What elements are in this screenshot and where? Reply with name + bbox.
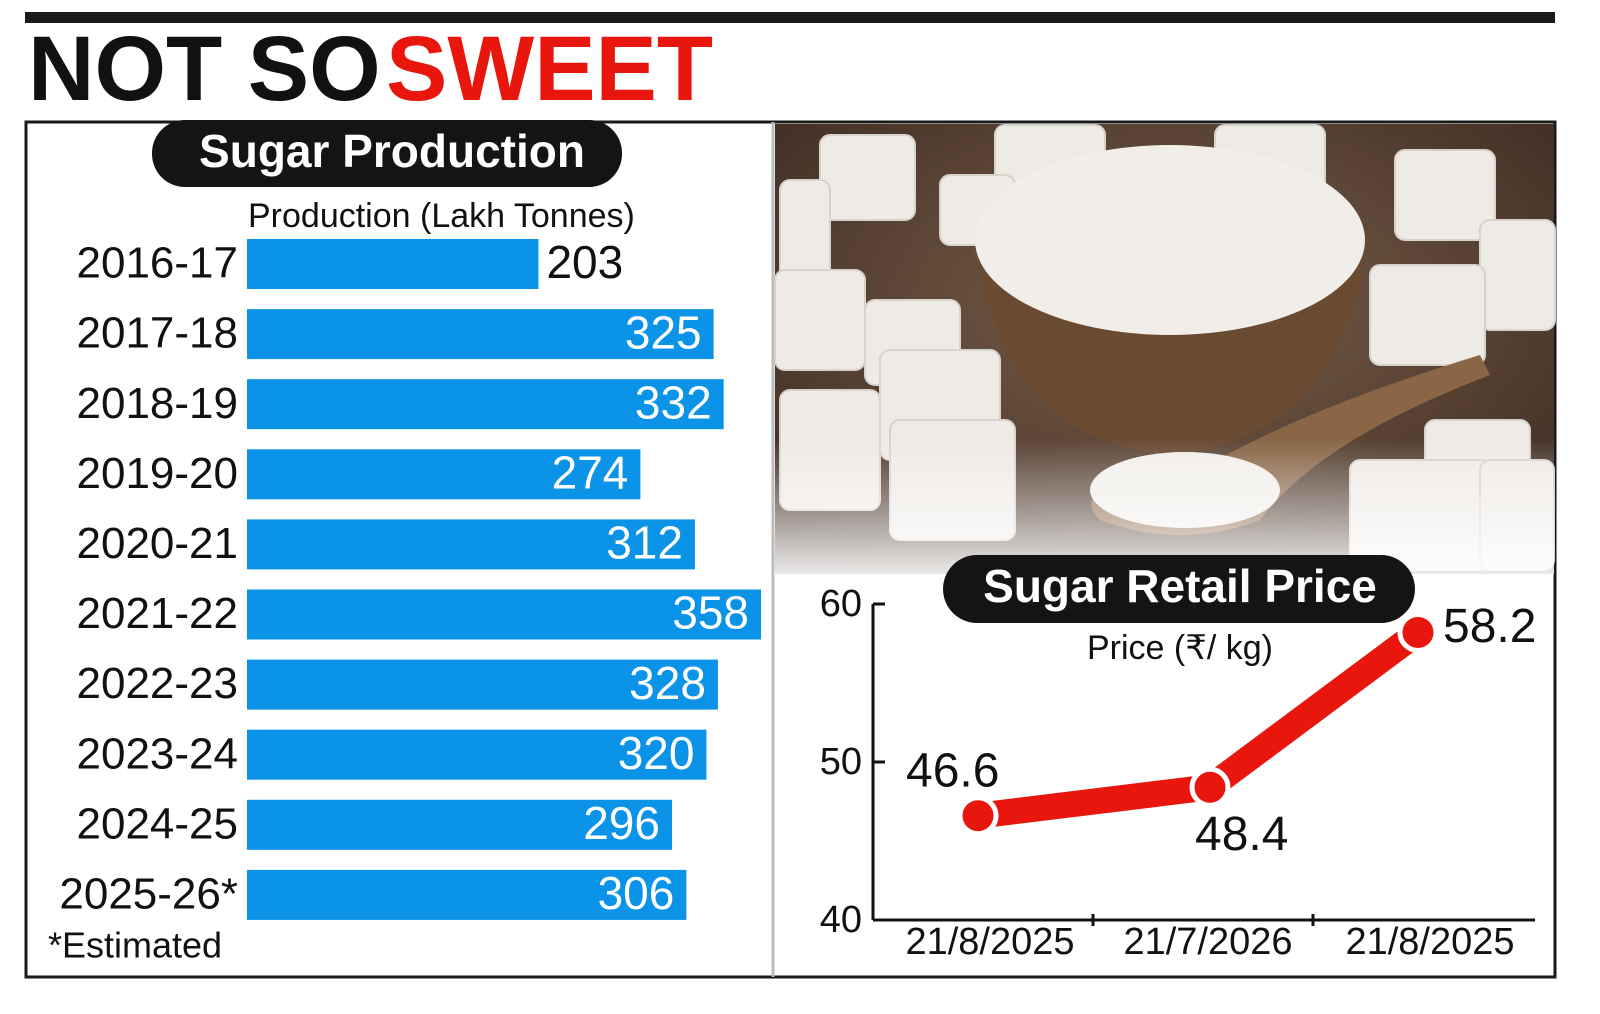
price-point	[957, 795, 999, 837]
bar	[247, 869, 687, 920]
value-label: 328	[629, 657, 706, 709]
category-label: 2023-24	[77, 729, 238, 778]
bar	[247, 589, 761, 640]
line-axis-label: Price (₹/ kg)	[1087, 629, 1273, 667]
category-label: 2024-25	[77, 799, 238, 848]
sugar-photo	[774, 124, 1556, 574]
category-label: 2018-19	[77, 379, 238, 428]
value-label: 320	[618, 727, 695, 779]
category-label: 2022-23	[77, 659, 238, 708]
line-title: Sugar Retail Price	[983, 560, 1377, 612]
y-tick-label: 40	[820, 899, 862, 941]
value-label: 325	[625, 306, 702, 358]
category-label: 2020-21	[77, 519, 238, 568]
bar	[247, 379, 724, 430]
bar	[247, 449, 641, 500]
top-rule	[25, 12, 1555, 23]
headline: NOT SO SWEET	[28, 18, 713, 120]
headline-black: NOT SO	[28, 18, 381, 120]
price-point	[1397, 611, 1439, 653]
bar	[247, 659, 718, 710]
y-tick-label: 60	[820, 583, 862, 625]
x-tick-label: 21/7/2026	[1123, 921, 1292, 963]
bar-title-pill	[152, 120, 622, 187]
bar	[247, 729, 707, 780]
value-label: 312	[606, 517, 683, 569]
bar	[247, 519, 695, 570]
value-label: 203	[546, 236, 623, 288]
x-tick-label: 21/8/2025	[1345, 921, 1514, 963]
bar-title: Sugar Production	[199, 125, 585, 177]
x-tick-label: 21/8/2025	[905, 921, 1074, 963]
line-title-pill	[943, 555, 1415, 623]
y-tick-label: 50	[820, 741, 862, 783]
footnote: *Estimated	[48, 925, 222, 966]
price-point	[1189, 766, 1231, 808]
value-label: 332	[635, 376, 712, 428]
bar	[247, 239, 539, 289]
bar	[247, 799, 672, 850]
value-label: 48.4	[1195, 808, 1288, 861]
headline-red: SWEET	[386, 18, 713, 120]
value-label: 46.6	[906, 744, 999, 797]
value-label: 274	[552, 446, 629, 498]
value-label: 58.2	[1443, 600, 1536, 653]
category-label: 2025-26*	[59, 870, 238, 919]
value-label: 306	[598, 867, 675, 919]
photo-fade	[775, 124, 1554, 574]
category-label: 2016-17	[77, 239, 238, 288]
value-label: 296	[583, 797, 660, 849]
bar-axis-label: Production (Lakh Tonnes)	[248, 197, 635, 235]
category-label: 2017-18	[77, 309, 238, 358]
category-label: 2021-22	[77, 589, 238, 638]
value-label: 358	[672, 587, 749, 639]
bar	[247, 309, 714, 360]
category-label: 2019-20	[77, 449, 238, 498]
